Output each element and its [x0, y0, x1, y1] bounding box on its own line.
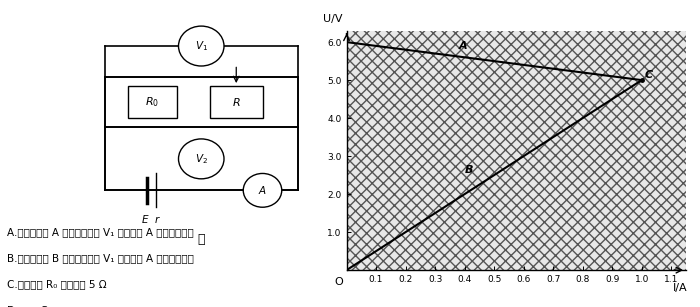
Text: $E$  $r$: $E$ $r$ [141, 213, 160, 225]
Text: O: O [335, 277, 344, 287]
Text: I/A: I/A [673, 283, 687, 293]
Text: A.图乙中图线 A 是根据电压表 V₁ 与电流表 A 的读数作出的: A.图乙中图线 A 是根据电压表 V₁ 与电流表 A 的读数作出的 [7, 227, 194, 237]
Text: C: C [645, 70, 653, 80]
FancyBboxPatch shape [127, 86, 176, 118]
Text: $V_1$: $V_1$ [195, 39, 208, 53]
Text: D.图乙中 C 点对应滑动变阴器的最大値: D.图乙中 C 点对应滑动变阴器的最大値 [7, 305, 126, 307]
Circle shape [178, 26, 224, 66]
Text: 甲: 甲 [197, 233, 205, 246]
Text: $A$: $A$ [258, 184, 267, 196]
Circle shape [178, 139, 224, 179]
Text: $V_2$: $V_2$ [195, 152, 208, 166]
Text: B: B [465, 165, 473, 175]
Circle shape [244, 173, 281, 207]
Text: B.图乙中图线 B 是根据电压表 V₁ 与电流表 A 的读数作出的: B.图乙中图线 B 是根据电压表 V₁ 与电流表 A 的读数作出的 [7, 253, 194, 263]
Y-axis label: U/V: U/V [323, 14, 343, 24]
Text: $R$: $R$ [232, 96, 241, 108]
FancyBboxPatch shape [210, 86, 262, 118]
Text: C.定値电阴 R₀ 的阻値为 5 Ω: C.定値电阴 R₀ 的阻値为 5 Ω [7, 279, 106, 290]
Text: $R_0$: $R_0$ [145, 95, 160, 109]
Text: A: A [458, 41, 468, 51]
